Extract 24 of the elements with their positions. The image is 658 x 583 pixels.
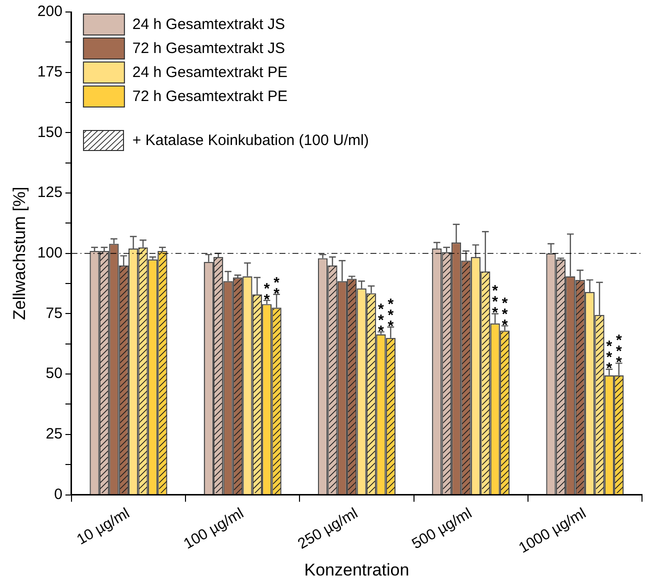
data-label: *** bbox=[616, 332, 622, 372]
y-tick-label: 150 bbox=[37, 124, 62, 141]
y-tick-label: 25 bbox=[46, 426, 62, 443]
legend-label: 24 h Gesamtextrakt PE bbox=[132, 64, 288, 82]
data-label: ** bbox=[274, 274, 280, 302]
data-label: ** bbox=[264, 280, 270, 308]
legend-label: 72 h Gesamtextrakt PE bbox=[132, 88, 288, 106]
legend-label: 72 h Gesamtextrakt JS bbox=[132, 40, 286, 58]
data-label: * ** bbox=[388, 296, 394, 335]
data-label: * ** bbox=[502, 294, 508, 334]
data-label: *** bbox=[606, 338, 612, 378]
y-axis-title: Zellwachstum [%] bbox=[10, 186, 29, 320]
y-tick-label: 75 bbox=[46, 304, 62, 322]
y-tick-label: 200 bbox=[37, 3, 62, 20]
annotation: + Katalase Koinkubation (100 U/ml) bbox=[132, 132, 369, 150]
y-tick-label: 50 bbox=[46, 365, 62, 382]
legend-label: 24 h Gesamtextrakt JS bbox=[132, 16, 286, 34]
data-label: *** bbox=[492, 282, 498, 322]
data-label: * ** bbox=[378, 300, 384, 340]
y-tick-label: 0 bbox=[54, 486, 62, 503]
y-tick-label: 175 bbox=[37, 63, 62, 80]
x-axis-title: Konzentration bbox=[304, 560, 410, 580]
y-tick-label: 100 bbox=[37, 244, 62, 262]
y-tick-label: 125 bbox=[37, 184, 62, 202]
